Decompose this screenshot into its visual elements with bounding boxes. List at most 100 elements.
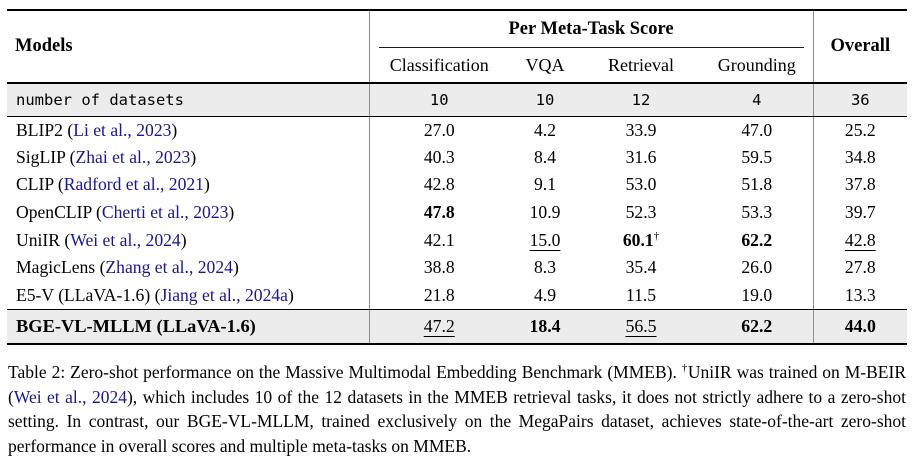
model-name-cell: MagicLens (Zhang et al., 2024): [7, 254, 369, 282]
model-name-cell: SigLIP (Zhai et al., 2023): [7, 144, 369, 172]
score-cell: 15.0: [529, 229, 561, 250]
citation-link[interactable]: Wei et al., 2024: [70, 229, 181, 250]
model-row-openclip: OpenCLIP (Cherti et al., 2023) 47.8 10.9…: [7, 198, 908, 227]
score-cell: 53.3: [741, 202, 773, 223]
citation-link[interactable]: Li et al., 2023: [73, 119, 172, 140]
score-cell: 25.2: [812, 116, 908, 144]
citation-link[interactable]: Zhai et al., 2023: [75, 146, 191, 167]
model-row-magiclens: MagicLens (Zhang et al., 2024) 38.8 8.3 …: [7, 253, 908, 282]
model-name-cell: UniIR (Wei et al., 2024): [7, 226, 369, 254]
paren: (: [99, 257, 106, 278]
datasets-count-grounding: 4: [701, 83, 814, 117]
table-caption: Table 2: Zero-shot performance on the Ma…: [8, 360, 906, 458]
col-header-per-meta-task-score: Per Meta-Task Score: [368, 10, 814, 48]
col-header-vqa: VQA: [509, 48, 581, 84]
model-row-e5v: E5-V (LLaVA-1.6) (Jiang et al., 2024a) 2…: [7, 281, 908, 310]
citation-link[interactable]: Jiang et al., 2024a: [160, 284, 288, 305]
score-cell: 31.6: [625, 146, 657, 167]
caption-text: ), which includes 10 of the 12 datasets …: [8, 386, 906, 456]
col-header-models: Models: [7, 10, 369, 84]
score-cell: 62.2: [701, 309, 814, 345]
paren: ): [171, 119, 178, 140]
datasets-count-vqa: 10: [509, 83, 581, 117]
paren: ): [180, 229, 187, 250]
col-header-classification: Classification: [368, 48, 509, 84]
col-header-grounding: Grounding: [701, 48, 814, 84]
score-cell: 53.0: [625, 174, 657, 195]
score-cell: 47.8: [368, 198, 509, 227]
model-row-blip2: BLIP2 (Li et al., 2023) 27.0 4.2 33.9 47…: [7, 116, 908, 144]
model-name: BLIP2: [16, 119, 63, 140]
dagger-mark: †: [653, 229, 660, 242]
score-cell: 4.2: [534, 119, 556, 140]
score-cell: 27.8: [812, 253, 908, 282]
score-cell: 40.3: [368, 143, 509, 172]
col-header-retrieval: Retrieval: [581, 48, 701, 84]
model-row-siglip: SigLIP (Zhai et al., 2023) 40.3 8.4 31.6…: [7, 143, 908, 172]
score-cell: 4.9: [509, 281, 581, 310]
model-name-cell: BLIP2 (Li et al., 2023): [7, 116, 369, 144]
model-name: CLIP: [16, 174, 54, 195]
model-row-uniir: UniIR (Wei et al., 2024) 42.1 15.0 60.1†…: [7, 226, 908, 254]
model-name-cell: BGE-VL-MLLM (LLaVA-1.6): [7, 309, 369, 345]
score-cell: 26.0: [741, 257, 773, 278]
score-cell: 39.7: [812, 198, 908, 227]
datasets-count-label: number of datasets: [7, 83, 369, 117]
score-cell: 42.8: [368, 171, 509, 199]
paren: (: [154, 284, 161, 305]
score-cell: 19.0: [701, 281, 814, 310]
caption-text: Table 2: Zero-shot performance on the Ma…: [8, 362, 682, 383]
score-cell: 18.4: [509, 309, 581, 345]
paren: ): [203, 174, 210, 195]
datasets-count-classification: 10: [368, 83, 509, 117]
datasets-count-row: number of datasets 10 10 12 4 36: [7, 83, 908, 117]
model-name: E5-V (LLaVA-1.6): [16, 284, 151, 305]
model-name: MagicLens: [16, 257, 96, 278]
score-cell: 60.1†: [622, 229, 660, 250]
score-cell: 62.2: [741, 229, 773, 250]
model-row-clip: CLIP (Radford et al., 2021) 42.8 9.1 53.…: [7, 171, 908, 199]
score-cell: 42.8: [812, 226, 908, 254]
model-name-cell: OpenCLIP (Cherti et al., 2023): [7, 199, 369, 227]
citation-link[interactable]: Cherti et al., 2023: [101, 202, 229, 223]
header-row-group: Models Per Meta-Task Score Overall: [7, 10, 908, 84]
paren: (: [64, 229, 71, 250]
score-cell: 38.8: [368, 253, 509, 282]
score-cell: 37.8: [812, 171, 908, 199]
datasets-count-retrieval: 12: [581, 83, 701, 117]
col-header-overall: Overall: [812, 10, 908, 84]
score-cell: 8.4: [534, 146, 556, 167]
citation-link[interactable]: Radford et al., 2021: [63, 174, 204, 195]
model-name: BGE-VL-MLLM (LLaVA-1.6): [16, 315, 256, 336]
score-cell: 27.0: [368, 116, 509, 144]
model-name: SigLIP: [16, 146, 66, 167]
paren: ): [190, 146, 197, 167]
results-table: Models Per Meta-Task Score Overall Class…: [7, 9, 908, 346]
model-name: OpenCLIP: [16, 202, 92, 223]
score-cell: 33.9: [625, 119, 657, 140]
score-cell: 34.8: [812, 143, 908, 172]
paren: (: [57, 174, 64, 195]
score-cell: 42.1: [368, 226, 509, 254]
score-cell: 10.9: [529, 202, 561, 223]
header-row-subcolumns: Classification VQA Retrieval Grounding: [7, 48, 907, 84]
score-cell: 11.5: [581, 281, 701, 310]
score-cell: 44.0: [812, 309, 908, 345]
score-cell: 59.5: [741, 146, 773, 167]
paren: (: [67, 119, 74, 140]
paren: (: [69, 146, 76, 167]
datasets-count-overall: 36: [812, 83, 908, 117]
paren: ): [228, 202, 235, 223]
dagger-mark: †: [681, 362, 688, 375]
score-cell: 47.2: [368, 309, 509, 345]
model-name: UniIR: [16, 229, 60, 250]
citation-link[interactable]: Wei et al., 2024: [13, 386, 127, 407]
score-cell: 51.8: [741, 174, 773, 195]
score-cell: 13.3: [812, 281, 908, 310]
paren: ): [288, 284, 294, 305]
citation-link[interactable]: Zhang et al., 2024: [105, 257, 233, 278]
score-cell: 9.1: [534, 174, 556, 195]
score-cell: 52.3: [625, 202, 657, 223]
paren: (: [96, 202, 102, 223]
